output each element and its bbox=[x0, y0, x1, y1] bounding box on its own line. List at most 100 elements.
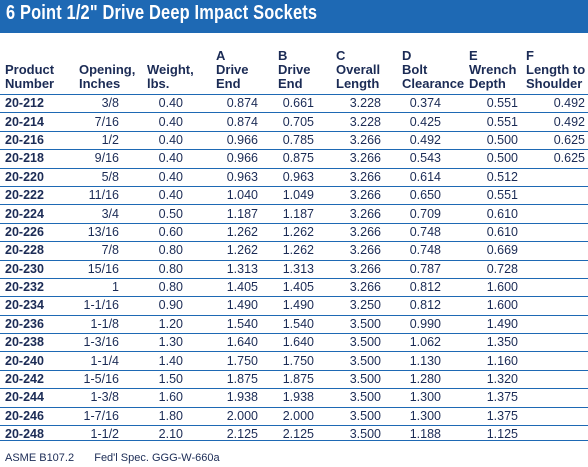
column-header-line: Weight, bbox=[147, 62, 194, 77]
table-cell: 0.500 bbox=[461, 130, 520, 150]
table-cell: 0.40 bbox=[137, 167, 209, 187]
table-cell: 0.966 bbox=[209, 130, 265, 150]
table-cell: 1.187 bbox=[209, 204, 265, 224]
column-header-line: Depth bbox=[469, 76, 506, 91]
table-cell: 0.551 bbox=[461, 112, 520, 132]
table-row: 20-230 15/16 0.80 1.313 1.313 3.266 0.787 0.728 bbox=[0, 259, 588, 279]
table-cell: 0.492 bbox=[389, 130, 461, 150]
table-cell bbox=[520, 333, 588, 352]
column-header-line: D bbox=[402, 48, 412, 63]
table-cell: 0.50 bbox=[137, 204, 209, 224]
table-cell: 1-1/4 bbox=[67, 351, 137, 371]
table-cell: 2.10 bbox=[137, 425, 209, 444]
column-header-line: End bbox=[278, 76, 303, 91]
table-cell: 1.062 bbox=[389, 333, 461, 352]
table-cell: 1.300 bbox=[389, 406, 461, 426]
table-row: 20-244 1-3/8 1.60 1.938 1.938 3.500 1.300 1.375 bbox=[0, 388, 588, 408]
column-header-line: Shoulder bbox=[526, 76, 583, 91]
product-number-cell: 20-244 bbox=[0, 388, 67, 408]
column-header-line bbox=[147, 49, 209, 63]
table-cell bbox=[520, 425, 588, 444]
table-cell: 1.938 bbox=[209, 388, 265, 408]
table-cell: 0.625 bbox=[520, 149, 588, 169]
product-number-cell: 20-226 bbox=[0, 222, 67, 242]
table-cell: 1-3/8 bbox=[67, 388, 137, 408]
column-header-4: B Drive End bbox=[265, 33, 326, 95]
table-cell: 13/16 bbox=[67, 222, 137, 242]
table-cell: 0.374 bbox=[389, 93, 461, 113]
product-number-cell: 20-236 bbox=[0, 314, 67, 334]
table-cell: 0.40 bbox=[137, 130, 209, 150]
product-number-cell: 20-212 bbox=[0, 93, 67, 113]
table-cell: 0.966 bbox=[209, 149, 265, 169]
product-number-cell: 20-218 bbox=[0, 149, 67, 169]
table-cell: 11/16 bbox=[67, 185, 137, 205]
table-cell: 1 bbox=[67, 277, 137, 297]
table-cell: 0.492 bbox=[520, 93, 588, 113]
table-cell: 0.80 bbox=[137, 277, 209, 297]
table-cell: 0.425 bbox=[389, 112, 461, 132]
table-cell: 1.405 bbox=[265, 277, 326, 297]
table-cell: 5/8 bbox=[67, 167, 137, 187]
table-cell: 0.512 bbox=[461, 167, 520, 187]
column-header-1: Opening, Inches bbox=[67, 33, 137, 95]
table-cell: 3.266 bbox=[326, 277, 389, 297]
column-header-2: Weight, lbs. bbox=[137, 33, 209, 95]
table-cell: 3.500 bbox=[326, 314, 389, 334]
product-number-cell: 20-232 bbox=[0, 277, 67, 297]
table-cell: 1.313 bbox=[209, 259, 265, 279]
table-cell: 1.320 bbox=[461, 369, 520, 389]
column-header-5: C Overall Length bbox=[326, 33, 389, 95]
column-header-line: Product bbox=[5, 62, 55, 77]
table-cell: 1.262 bbox=[265, 241, 326, 261]
table-cell: 1.350 bbox=[461, 333, 520, 352]
table-cell: 1.187 bbox=[265, 204, 326, 224]
table-row: 20-222 11/16 0.40 1.040 1.049 3.266 0.650 0.551 bbox=[0, 185, 588, 205]
column-header-line: Inches bbox=[79, 76, 121, 91]
table-cell: 1-1/8 bbox=[67, 314, 137, 334]
table-cell: 0.874 bbox=[209, 112, 265, 132]
table-cell: 1.313 bbox=[265, 259, 326, 279]
table-cell: 0.80 bbox=[137, 241, 209, 261]
table-cell: 1.300 bbox=[389, 388, 461, 408]
table-row: 20-216 1/2 0.40 0.966 0.785 3.266 0.492 0.500 0.… bbox=[0, 130, 588, 150]
table-cell: 3.266 bbox=[326, 149, 389, 169]
table-cell: 1/2 bbox=[67, 130, 137, 150]
table-row: 20-226 13/16 0.60 1.262 1.262 3.266 0.748 0.610 bbox=[0, 222, 588, 242]
column-header-line: Opening, bbox=[79, 62, 136, 77]
column-header-line bbox=[79, 49, 137, 63]
table-cell: 0.812 bbox=[389, 296, 461, 316]
column-header-line: Wrench bbox=[469, 62, 517, 77]
product-number-cell: 20-220 bbox=[0, 167, 67, 187]
table-cell: 3.266 bbox=[326, 241, 389, 261]
table-cell bbox=[520, 241, 588, 261]
table-cell: 0.785 bbox=[265, 130, 326, 150]
header-row: Product Number Opening, Inches Weight, lbs. A D… bbox=[0, 33, 588, 95]
table-cell: 0.614 bbox=[389, 167, 461, 187]
table-cell: 0.543 bbox=[389, 149, 461, 169]
table-cell: 0.963 bbox=[265, 167, 326, 187]
table-cell: 2.125 bbox=[209, 425, 265, 444]
table-cell: 1-5/16 bbox=[67, 369, 137, 389]
table-cell bbox=[520, 314, 588, 334]
table-cell: 1.280 bbox=[389, 369, 461, 389]
table-row: 20-236 1-1/8 1.20 1.540 1.540 3.500 0.990 1.490 bbox=[0, 314, 588, 334]
table-cell: 0.963 bbox=[209, 167, 265, 187]
table-cell: 3.500 bbox=[326, 369, 389, 389]
table-bottom-rule bbox=[0, 440, 588, 441]
table-row: 20-218 9/16 0.40 0.966 0.875 3.266 0.543 0.500 0… bbox=[0, 149, 588, 169]
footer: ASME B107.2 Fed'l Spec. GGG-W-660a bbox=[5, 452, 220, 464]
table-cell: 9/16 bbox=[67, 149, 137, 169]
column-header-0: Product Number bbox=[0, 33, 67, 95]
table-cell: 1.750 bbox=[209, 351, 265, 371]
column-header-line: Overall bbox=[336, 62, 381, 77]
table-cell: 0.40 bbox=[137, 149, 209, 169]
product-number-cell: 20-216 bbox=[0, 130, 67, 150]
table-cell: 3.266 bbox=[326, 222, 389, 242]
table-cell: 3.266 bbox=[326, 204, 389, 224]
table-cell: 0.874 bbox=[209, 93, 265, 113]
table-row: 20-242 1-5/16 1.50 1.875 1.875 3.500 1.280 1.32… bbox=[0, 369, 588, 389]
table-cell: 0.748 bbox=[389, 241, 461, 261]
table-cell: 1.20 bbox=[137, 314, 209, 334]
table-cell: 0.90 bbox=[137, 296, 209, 316]
